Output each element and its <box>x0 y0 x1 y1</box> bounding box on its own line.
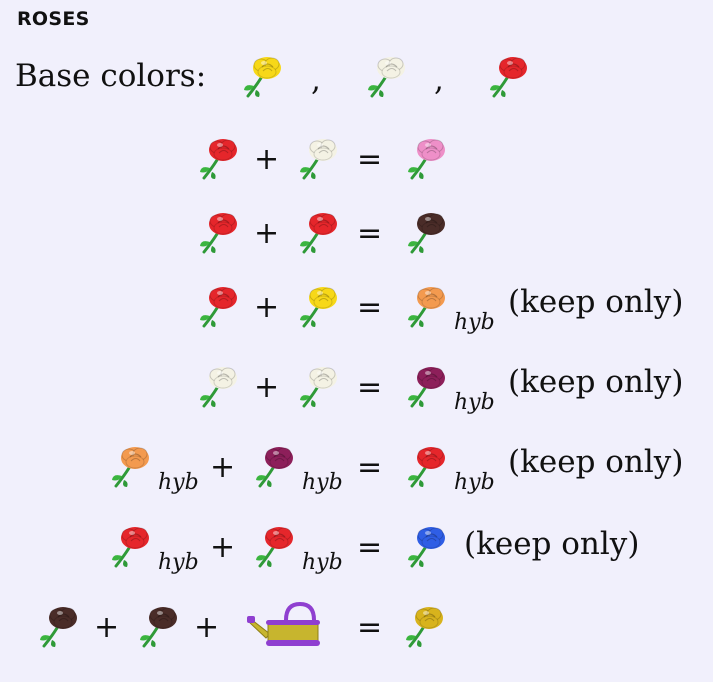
keep-only-note: (keep only) <box>508 444 684 480</box>
rose-icon <box>254 525 295 568</box>
rose-icon <box>198 285 239 328</box>
rose-icon <box>366 55 407 98</box>
plus-sign: + <box>210 530 236 565</box>
plus-sign: + <box>254 290 280 325</box>
rose-icon <box>406 525 447 568</box>
base-colors-label: Base colors: <box>15 58 207 94</box>
plus-sign: + <box>210 450 236 485</box>
hybrid-label: hyb <box>158 550 199 575</box>
watering-can-icon <box>246 602 322 646</box>
hybrid-label: hyb <box>454 310 495 335</box>
rose-icon <box>198 211 239 254</box>
rose-icon <box>110 445 151 488</box>
equals-sign: = <box>357 370 383 405</box>
rose-icon <box>298 137 339 180</box>
comma: , <box>311 62 321 98</box>
plus-sign: + <box>254 142 280 177</box>
hybrid-label: hyb <box>302 550 343 575</box>
hybrid-label: hyb <box>302 470 343 495</box>
hybrid-label: hyb <box>454 390 495 415</box>
rose-icon <box>198 137 239 180</box>
rose-icon <box>406 285 447 328</box>
rose-icon <box>198 365 239 408</box>
equals-sign: = <box>357 216 383 251</box>
plus-sign: + <box>254 370 280 405</box>
keep-only-note: (keep only) <box>508 284 684 320</box>
rose-icon <box>404 605 445 648</box>
rose-icon <box>38 605 79 648</box>
equals-sign: = <box>357 290 383 325</box>
equals-sign: = <box>357 142 383 177</box>
rose-icon <box>298 365 339 408</box>
rose-icon <box>110 525 151 568</box>
plus-sign: + <box>194 610 220 645</box>
equals-sign: = <box>357 610 383 645</box>
plus-sign: + <box>94 610 120 645</box>
keep-only-note: (keep only) <box>508 364 684 400</box>
rose-icon <box>298 211 339 254</box>
hybrid-label: hyb <box>454 470 495 495</box>
rose-icon <box>138 605 179 648</box>
rose-icon <box>298 285 339 328</box>
rose-icon <box>254 445 295 488</box>
rose-icon <box>406 211 447 254</box>
hybrid-label: hyb <box>158 470 199 495</box>
page-title: ROSES <box>17 8 90 30</box>
rose-icon <box>406 365 447 408</box>
rose-icon <box>406 445 447 488</box>
rose-icon <box>242 55 283 98</box>
comma: , <box>434 62 444 98</box>
rose-icon <box>488 55 529 98</box>
plus-sign: + <box>254 216 280 251</box>
equals-sign: = <box>357 450 383 485</box>
keep-only-note: (keep only) <box>464 526 640 562</box>
equals-sign: = <box>357 530 383 565</box>
rose-icon <box>406 137 447 180</box>
